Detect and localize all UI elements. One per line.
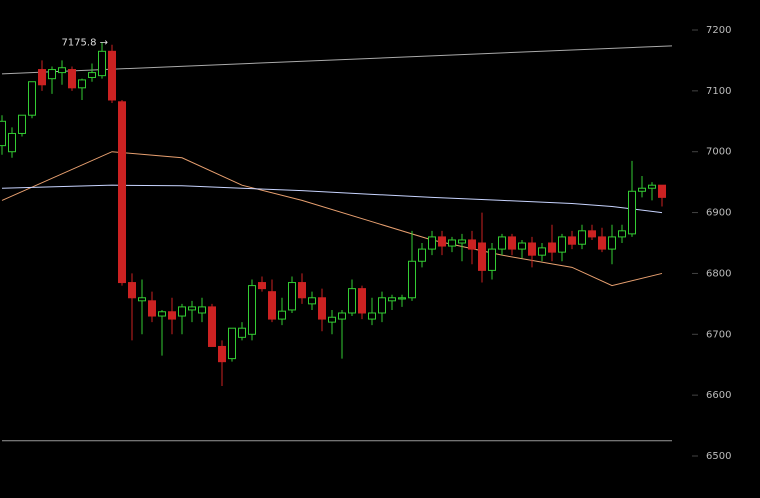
candle-body — [578, 230, 586, 245]
y-tick-label: 7200 — [706, 25, 731, 36]
candle-body — [608, 236, 616, 250]
candle-body — [248, 285, 256, 335]
candle-body — [568, 236, 576, 245]
candle-body — [498, 236, 506, 250]
annotation: 7175.8 → — [61, 38, 108, 49]
y-tick-label: 7000 — [706, 147, 731, 158]
candle-body — [388, 297, 396, 302]
candle-body — [488, 248, 496, 271]
candle-body — [588, 230, 596, 238]
candle-body — [218, 345, 226, 363]
candle-body — [208, 306, 216, 347]
candle-body — [108, 50, 116, 101]
y-tick-label: 7100 — [706, 86, 731, 97]
candle-body — [288, 282, 296, 311]
candle-body — [598, 236, 606, 250]
candle-body — [38, 69, 46, 86]
y-tick-label: 6700 — [706, 329, 731, 340]
candle-body — [158, 311, 166, 317]
candle-body — [428, 236, 436, 250]
candle-body — [358, 288, 366, 314]
candle-body — [628, 190, 636, 235]
candle-body — [638, 187, 646, 192]
candle-body — [458, 239, 466, 244]
candle-body — [618, 230, 626, 238]
candle-body — [138, 297, 146, 302]
candle-body — [448, 239, 456, 247]
candle-body — [148, 300, 156, 317]
candle-body — [558, 236, 566, 253]
y-tick-label: 6500 — [706, 451, 731, 462]
overlay-line — [1, 184, 663, 214]
candle-body — [408, 260, 416, 299]
candle-body — [378, 297, 386, 314]
candle-body — [538, 247, 546, 256]
overlay-line — [1, 151, 663, 287]
candle-body — [528, 242, 536, 256]
candle-body — [228, 327, 236, 360]
candle-body — [68, 69, 76, 89]
candle-body — [278, 310, 286, 320]
candle-body — [18, 114, 26, 134]
candle-body — [168, 311, 176, 320]
candle-body — [88, 72, 96, 78]
candle-body — [368, 312, 376, 320]
candle-body — [128, 282, 136, 299]
candle-body — [478, 242, 486, 271]
candle-body — [418, 248, 426, 262]
candle-body — [268, 291, 276, 320]
candle-body — [48, 69, 56, 80]
candle-body — [508, 236, 516, 250]
candle-body — [308, 297, 316, 305]
candle-body — [298, 282, 306, 299]
candle-body — [8, 132, 16, 153]
candle-body — [28, 81, 36, 116]
candle-body — [338, 312, 346, 320]
candle-body — [468, 239, 476, 250]
candle-body — [238, 327, 246, 338]
candle-body — [328, 316, 336, 323]
candle-body — [548, 242, 556, 253]
candle-body — [0, 120, 6, 147]
candle-body — [118, 101, 126, 284]
candle-body — [658, 184, 666, 198]
candle-body — [258, 282, 266, 290]
candle-body — [178, 306, 186, 317]
candle-body — [648, 184, 656, 189]
candle-body — [438, 236, 446, 247]
candle-body — [188, 306, 196, 311]
candle-body — [398, 297, 406, 300]
candle-body — [348, 288, 356, 314]
candle-body — [198, 306, 206, 314]
candle-body — [518, 242, 526, 250]
candle-body — [318, 297, 326, 320]
candle-body — [78, 79, 86, 89]
y-tick-label: 6800 — [706, 268, 731, 279]
y-tick-label: 6600 — [706, 390, 731, 401]
y-tick-label: 6900 — [706, 208, 731, 219]
candle-body — [98, 50, 106, 77]
candle-body — [58, 67, 66, 74]
